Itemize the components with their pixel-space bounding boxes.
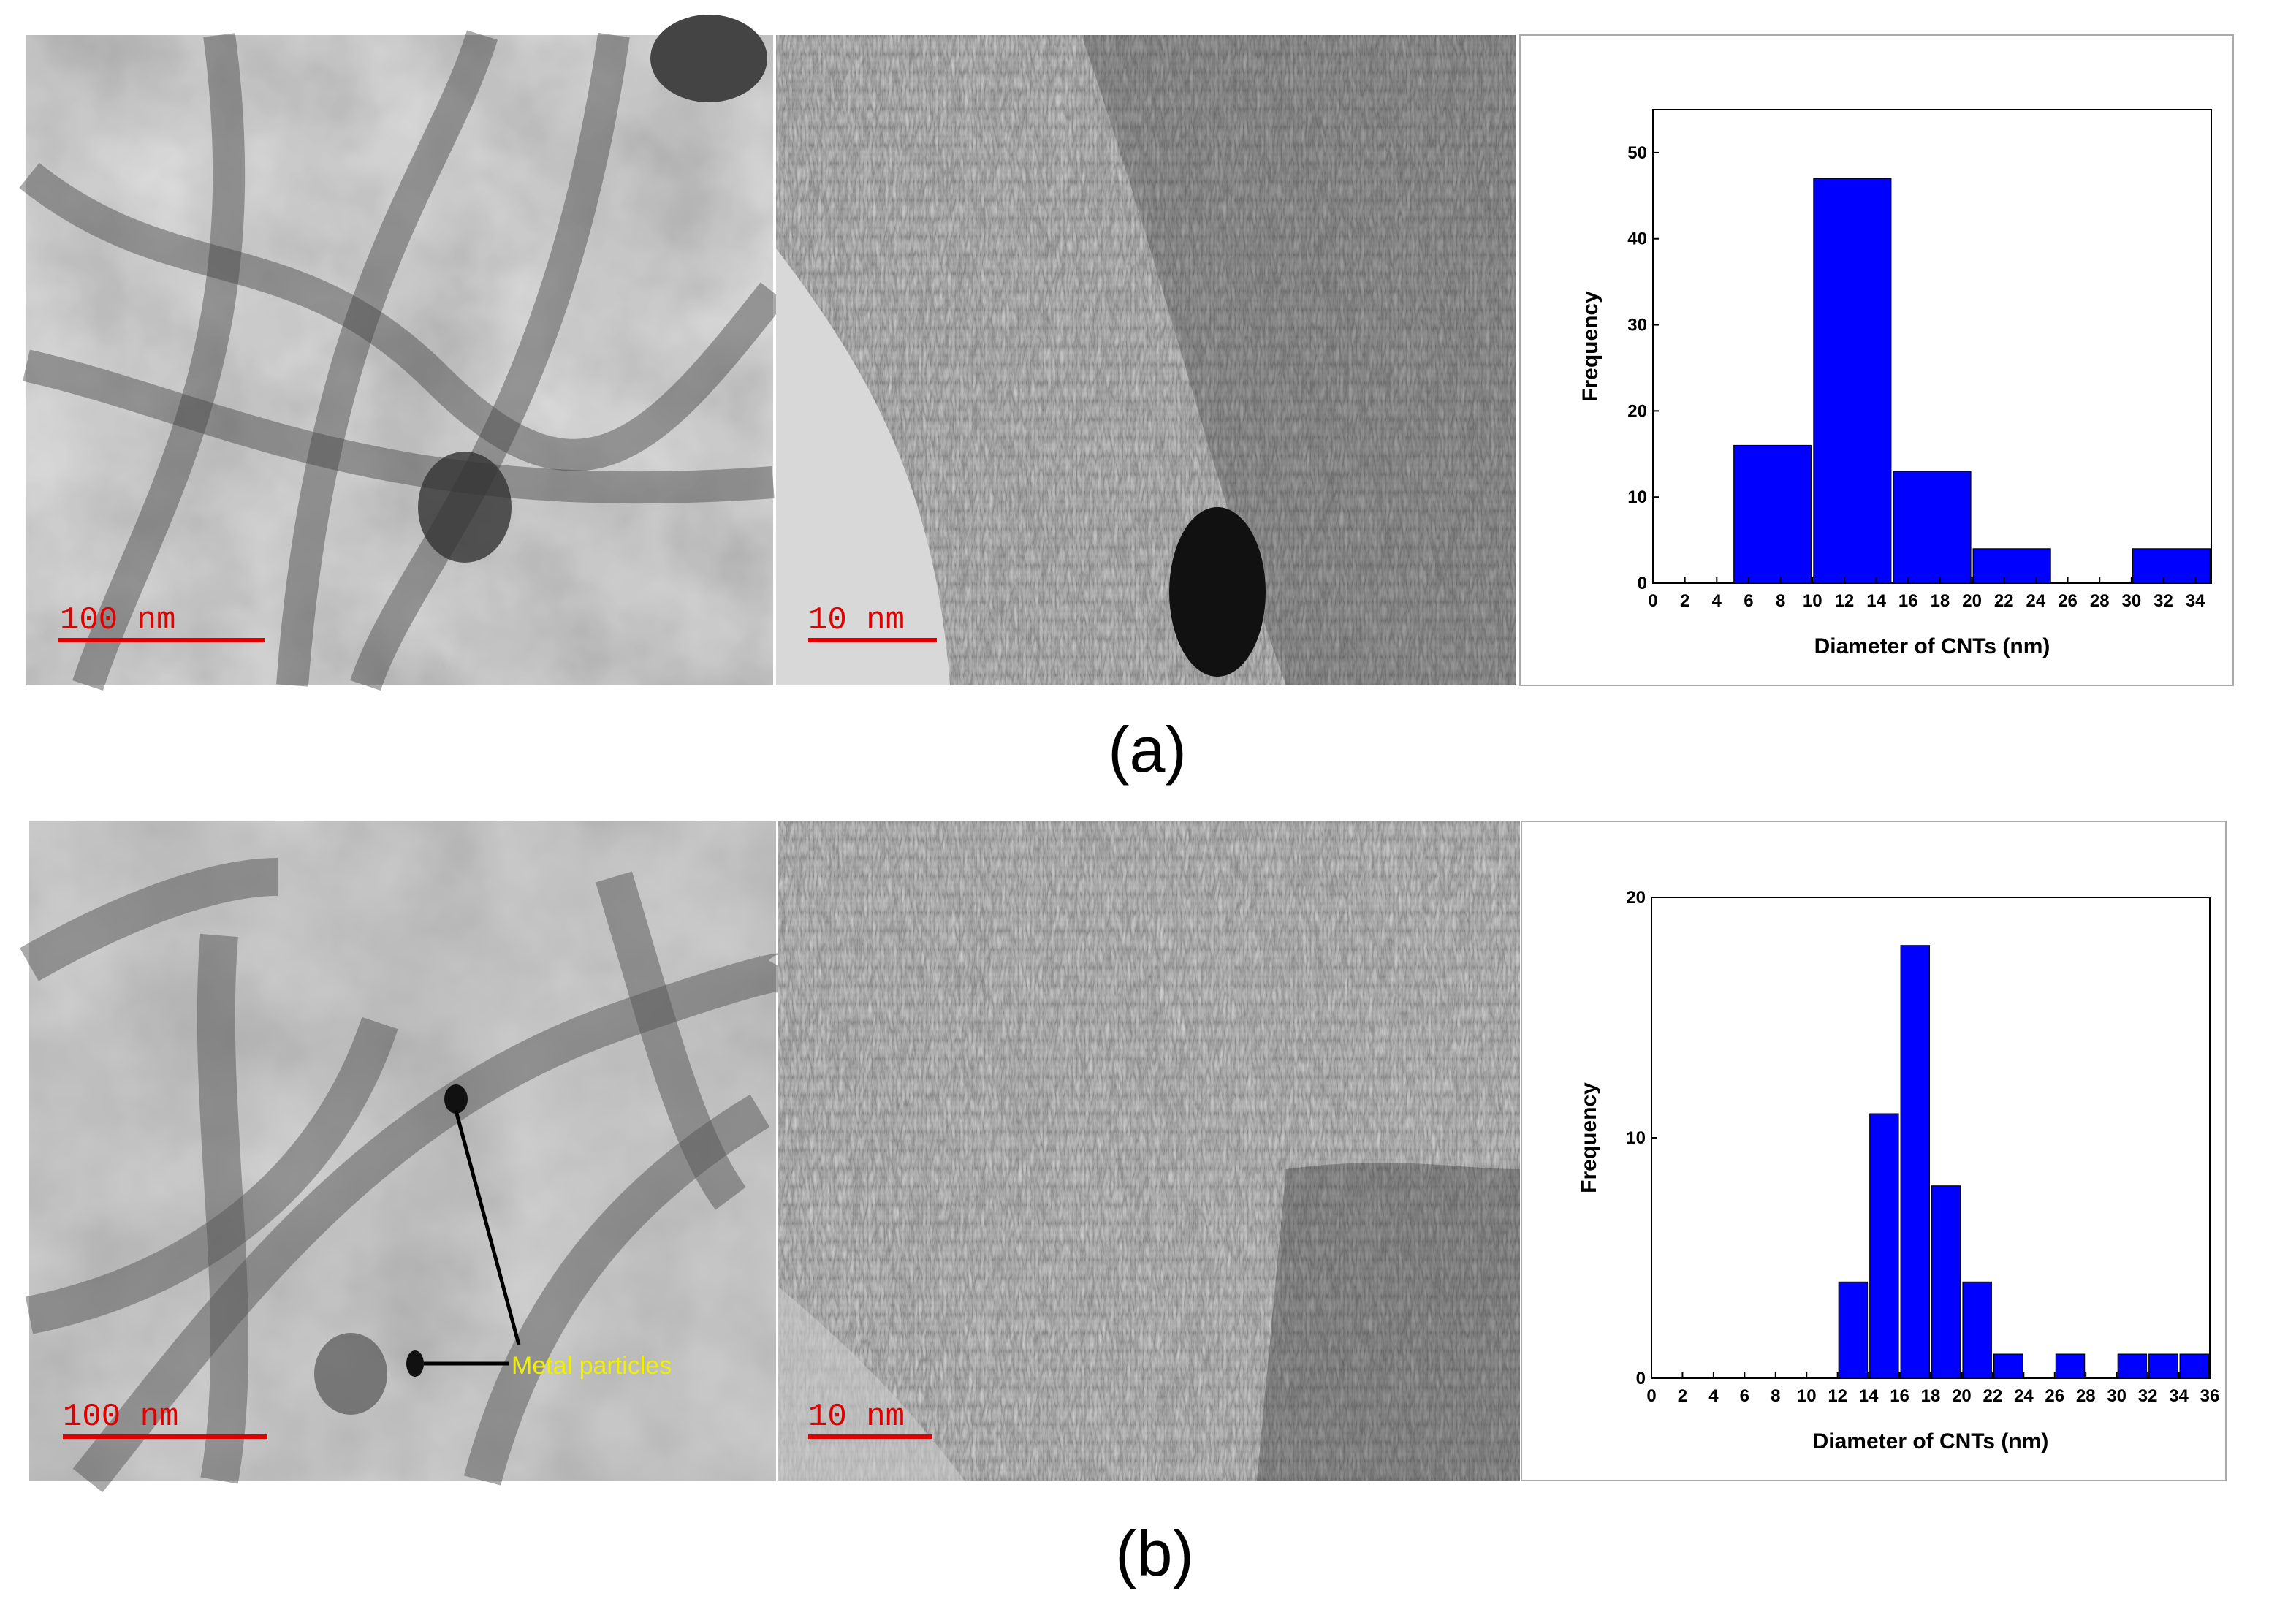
x-tick-label: 16 xyxy=(1898,591,1918,611)
panel-label: (a) xyxy=(1108,713,1187,786)
x-tick-label: 8 xyxy=(1776,591,1785,611)
x-tick-label: 12 xyxy=(1835,591,1855,611)
particle xyxy=(650,15,767,102)
y-tick-label: 20 xyxy=(1627,401,1647,421)
x-tick-label: 14 xyxy=(1866,591,1886,611)
plot-frame xyxy=(1652,109,2212,584)
charts: 0 2 4 6 8 10 12 14 16 18 20 22 24 26 28 30 32 34010203040… xyxy=(1577,109,2220,1453)
x-tick-label: 14 xyxy=(1859,1386,1879,1406)
x-tick-label: 24 xyxy=(2014,1386,2034,1406)
x-tick-label: 18 xyxy=(1921,1386,1941,1406)
x-tick-label: 20 xyxy=(1952,1386,1972,1406)
x-tick-label: 10 xyxy=(1803,591,1822,611)
x-tick-label: 4 xyxy=(1708,1386,1719,1406)
x-tick-label: 10 xyxy=(1797,1386,1817,1406)
particle xyxy=(418,452,512,563)
x-tick-label: 16 xyxy=(1890,1386,1909,1406)
bar xyxy=(1813,178,1892,584)
vacuum-region xyxy=(776,248,950,685)
x-tick-label: 26 xyxy=(2058,591,2078,611)
bar xyxy=(1962,1281,1992,1379)
bar xyxy=(2117,1353,2148,1379)
pointer-line xyxy=(454,1110,521,1345)
bar xyxy=(1733,444,1812,584)
panel-label: (b) xyxy=(1115,1517,1194,1589)
x-axis-label: Diameter of CNTs (nm) xyxy=(1813,1429,2049,1453)
x-tick-label: 0 xyxy=(1646,1386,1656,1406)
dense-region xyxy=(1257,1163,1520,1481)
x-tick-label: 6 xyxy=(1740,1386,1749,1406)
x-axis-label: Diameter of CNTs (nm) xyxy=(1814,634,2050,658)
x-tick-label: 28 xyxy=(2076,1386,2096,1406)
bar xyxy=(2179,1353,2209,1379)
y-tick-label: 30 xyxy=(1627,316,1647,335)
tube-wall xyxy=(1082,35,1516,685)
x-tick-label: 28 xyxy=(2090,591,2110,611)
image-texture xyxy=(778,821,1520,1481)
x-tick-label: 26 xyxy=(2045,1386,2064,1406)
bar xyxy=(1993,1353,2023,1379)
y-tick-label: 10 xyxy=(1627,487,1647,507)
x-tick-label: 22 xyxy=(1994,591,2014,611)
tem-image xyxy=(19,15,786,691)
particle xyxy=(406,1350,424,1377)
y-tick-label: 20 xyxy=(1626,888,1646,908)
particle xyxy=(314,1333,387,1415)
y-axis-label: Frequency xyxy=(1578,291,1603,402)
x-tick-label: 22 xyxy=(1983,1386,2003,1406)
x-tick-label: 0 xyxy=(1648,591,1657,611)
y-tick-label: 10 xyxy=(1626,1128,1646,1148)
x-tick-label: 30 xyxy=(2107,1386,2126,1406)
scale-bar-label: 10 nm xyxy=(808,602,905,639)
bar xyxy=(2148,1353,2178,1379)
particle xyxy=(1169,507,1266,677)
x-tick-label: 30 xyxy=(2122,591,2142,611)
x-tick-label: 2 xyxy=(1678,1386,1687,1406)
x-tick-label: 18 xyxy=(1931,591,1950,611)
x-tick-label: 20 xyxy=(1962,591,1982,611)
hrtem-image xyxy=(778,821,1520,1481)
annotation: Metal particles xyxy=(512,1352,672,1380)
vacuum-region xyxy=(778,1286,965,1481)
y-tick-label: 40 xyxy=(1627,229,1647,249)
y-tick-label: 50 xyxy=(1627,143,1647,163)
y-tick-label: 0 xyxy=(1638,574,1647,593)
tubes xyxy=(20,858,803,1493)
particle xyxy=(444,1084,468,1114)
x-tick-label: 32 xyxy=(2138,1386,2158,1406)
bar xyxy=(2055,1353,2086,1379)
bar xyxy=(2132,548,2211,584)
bar xyxy=(1931,1185,1961,1379)
bar xyxy=(1972,548,2051,584)
bar xyxy=(1893,471,1972,584)
x-tick-label: 4 xyxy=(1712,591,1722,611)
bar xyxy=(1900,945,1930,1379)
x-tick-label: 2 xyxy=(1680,591,1689,611)
x-tick-label: 12 xyxy=(1828,1386,1847,1406)
scale-bar-label: 100 nm xyxy=(63,1399,178,1435)
x-tick-label: 34 xyxy=(2169,1386,2189,1406)
x-tick-label: 6 xyxy=(1744,591,1753,611)
x-tick-label: 8 xyxy=(1771,1386,1780,1406)
y-axis-label: Frequency xyxy=(1577,1082,1601,1193)
hrtem-image xyxy=(776,35,1516,685)
x-tick-label: 32 xyxy=(2154,591,2173,611)
image-texture xyxy=(26,35,773,685)
bar xyxy=(1869,1113,1899,1379)
scale-bar-label: 10 nm xyxy=(808,1399,905,1435)
tem-image xyxy=(20,821,803,1493)
bar xyxy=(1838,1281,1869,1379)
scale-bar-label: 100 nm xyxy=(60,602,175,639)
x-tick-label: 24 xyxy=(2026,591,2046,611)
y-tick-label: 0 xyxy=(1636,1369,1646,1388)
x-tick-label: 36 xyxy=(2200,1386,2220,1406)
x-tick-label: 34 xyxy=(2186,591,2205,611)
